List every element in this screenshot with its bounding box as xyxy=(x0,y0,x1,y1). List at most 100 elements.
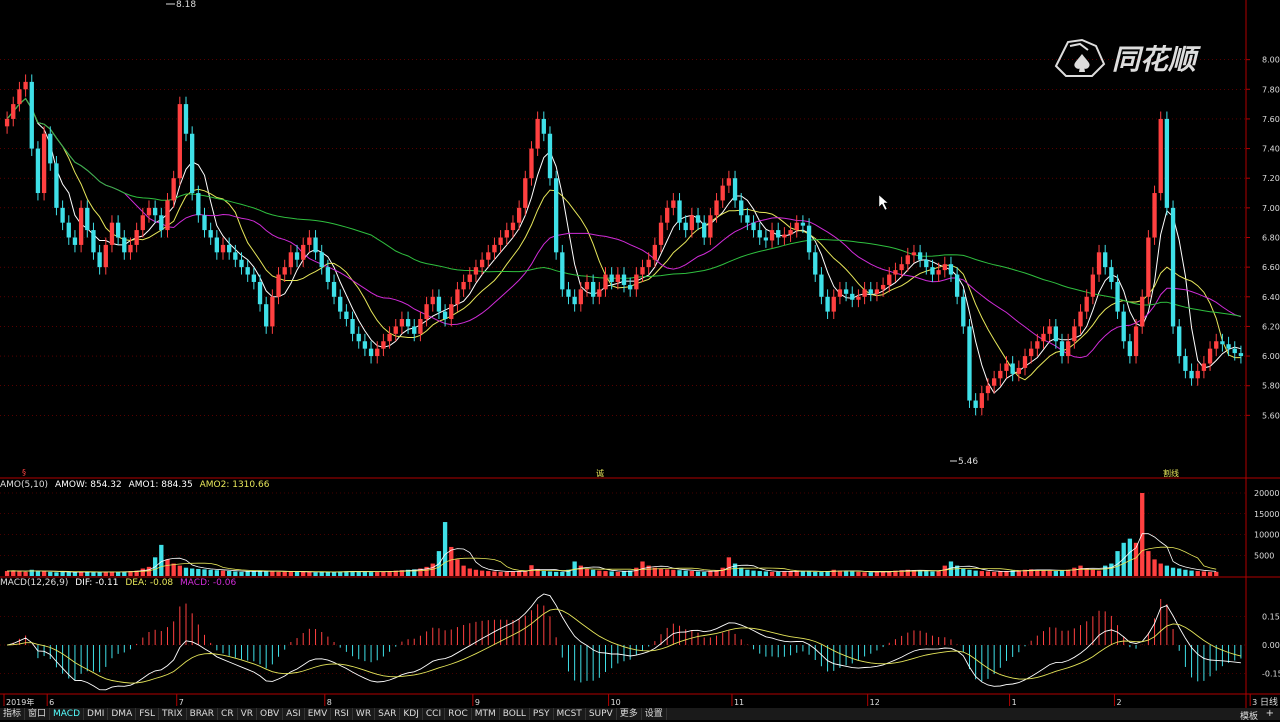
amo-bar xyxy=(399,570,405,576)
amo-bar xyxy=(1053,571,1058,576)
tab-2[interactable]: MACD xyxy=(50,708,85,720)
tab-20[interactable]: BOLL xyxy=(500,708,530,720)
candle-body xyxy=(233,252,238,260)
tab-7[interactable]: BRAR xyxy=(187,708,219,720)
amo-bar xyxy=(874,571,880,576)
axis-labels: 8.00 7.80 7.60 7.40 7.20 7.00 6.80 6.60 6.40 6.20… xyxy=(3,56,1280,707)
candle-body xyxy=(868,289,873,294)
amo-bar xyxy=(282,571,287,576)
candle-body xyxy=(356,333,361,342)
period-label[interactable]: 日线 xyxy=(1259,698,1278,708)
amo-bar xyxy=(1146,551,1151,576)
amo-bar xyxy=(806,571,812,576)
month-label: 6 xyxy=(49,698,54,707)
tab-24[interactable]: 更多 xyxy=(617,708,642,720)
amo-bar xyxy=(498,571,503,576)
candle-body xyxy=(399,319,405,327)
tab-4[interactable]: DMA xyxy=(108,708,137,720)
amo-bar xyxy=(584,568,590,576)
tab-16[interactable]: KDJ xyxy=(400,708,423,720)
tab-9[interactable]: VR xyxy=(238,708,258,720)
candle-body xyxy=(498,237,503,245)
amo-bar xyxy=(868,572,873,576)
amo-bar xyxy=(177,565,182,576)
tab-8[interactable]: CR xyxy=(218,708,238,720)
amo-bar xyxy=(319,572,324,576)
tab-18[interactable]: ROC xyxy=(445,708,472,720)
candle-body xyxy=(190,133,195,194)
amo-bar xyxy=(609,571,614,576)
candle-body xyxy=(1041,333,1046,342)
candle-body xyxy=(282,267,287,275)
tab-14[interactable]: WR xyxy=(353,708,376,720)
amo-bar xyxy=(344,571,349,576)
candle-body xyxy=(486,252,491,260)
candle-body xyxy=(967,326,972,401)
candle-body xyxy=(985,385,991,394)
tab-11[interactable]: ASI xyxy=(283,708,305,720)
amo-bar xyxy=(961,568,966,576)
tab-5[interactable]: FSL xyxy=(136,708,159,720)
amo-amo1: AMO1: 884.35 xyxy=(128,480,193,490)
candle-body xyxy=(1140,296,1145,327)
candle-body xyxy=(831,296,836,312)
macd-panel xyxy=(6,593,1242,691)
candle-body xyxy=(584,281,590,290)
amo-bar xyxy=(887,571,892,576)
tab-13[interactable]: RSI xyxy=(331,708,353,720)
candle-body xyxy=(880,284,886,290)
amo-bar xyxy=(449,546,454,576)
amo-bar xyxy=(523,570,528,576)
amo-bar xyxy=(671,569,676,576)
candle-body xyxy=(541,118,546,134)
macd-title: MACD(12,26,9) xyxy=(0,578,69,588)
tab-22[interactable]: MCST xyxy=(554,708,586,720)
amo-bar xyxy=(1207,571,1213,576)
amo-bar xyxy=(368,572,374,576)
tab-21[interactable]: PSY xyxy=(530,708,554,720)
candle-body xyxy=(1220,341,1225,345)
amo-bar xyxy=(510,571,516,576)
candle-body xyxy=(887,274,892,285)
amo-bar xyxy=(233,571,238,576)
candle-body xyxy=(899,264,904,271)
tab-23[interactable]: SUPV xyxy=(586,708,617,720)
amo-bar xyxy=(905,569,910,576)
candle-body xyxy=(208,230,213,238)
candle-body xyxy=(227,244,232,253)
tab-17[interactable]: CCI xyxy=(423,708,446,720)
candle-body xyxy=(479,259,485,268)
price-tick-label: 7.60 xyxy=(1262,115,1280,124)
month-label: 9 xyxy=(475,698,480,707)
amo-bar xyxy=(251,571,257,576)
amo-amo2: AMO2: 1310.66 xyxy=(199,480,270,490)
amo-bar xyxy=(911,570,917,576)
tab-19[interactable]: MTM xyxy=(472,708,500,720)
macd-tick-label: 0.15 xyxy=(1262,613,1280,622)
tab-15[interactable]: SAR xyxy=(375,708,401,720)
amo-bar xyxy=(973,570,978,576)
amo-bar xyxy=(776,571,781,576)
amo-bar xyxy=(159,544,164,576)
tab-3[interactable]: DMI xyxy=(84,708,109,720)
amo-bar xyxy=(4,571,10,576)
candle-body xyxy=(609,274,614,282)
tab-12[interactable]: EMV xyxy=(305,708,332,720)
price-tick-label: 7.80 xyxy=(1262,85,1280,94)
candle-body xyxy=(726,178,732,186)
candle-body xyxy=(998,370,1003,379)
candle-body xyxy=(183,104,189,134)
tab-6[interactable]: TRIX xyxy=(159,708,187,720)
tab-0[interactable]: 指标 xyxy=(0,708,26,720)
candle-body xyxy=(1121,311,1126,342)
tab-1[interactable]: 窗口 xyxy=(25,708,51,720)
tab-25[interactable]: 设置 xyxy=(642,708,667,720)
amo-bar xyxy=(1010,570,1015,576)
template-button[interactable]: 模板 xyxy=(1239,712,1258,722)
candle-body xyxy=(362,341,368,349)
add-button[interactable]: + xyxy=(1265,708,1274,719)
candle-body xyxy=(597,289,602,297)
tab-10[interactable]: OBV xyxy=(257,708,284,720)
amo-bar xyxy=(942,565,947,576)
